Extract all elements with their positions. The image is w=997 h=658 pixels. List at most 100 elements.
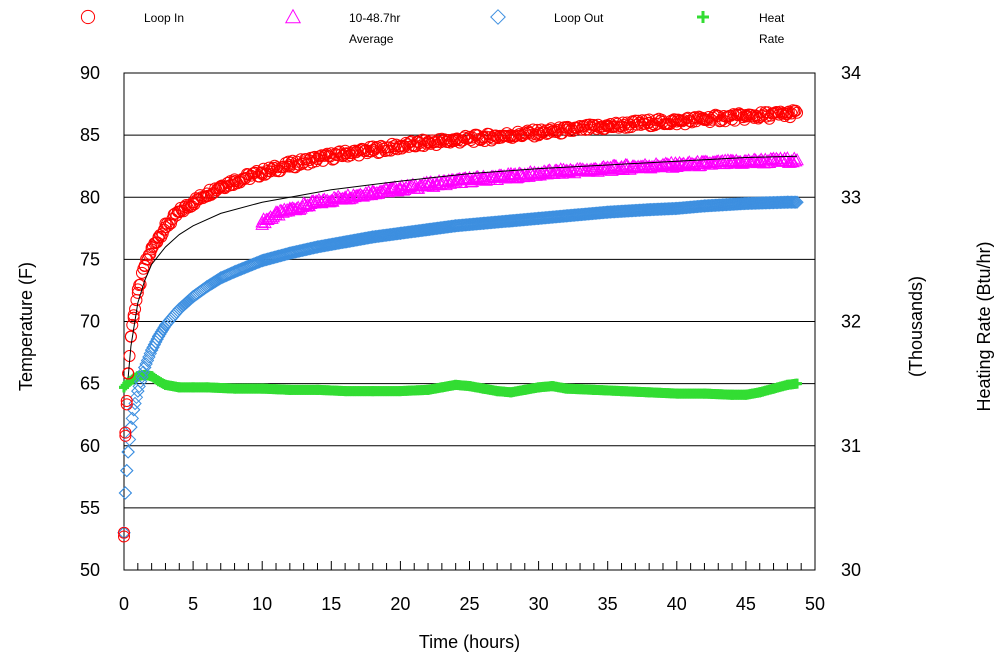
data-point	[346, 147, 359, 160]
data-point	[382, 182, 397, 196]
tick-labels: 50 55 60 65 70 75 80 85 90 30 31 32 33 34 0 5 10 15 20 25 30…	[80, 63, 861, 614]
data-point	[670, 118, 683, 131]
legend-marker	[697, 11, 709, 23]
data-point	[786, 195, 800, 209]
data-point	[120, 463, 134, 478]
data-point	[650, 158, 665, 171]
data-point	[782, 195, 796, 209]
data-point	[393, 140, 406, 153]
data-point	[457, 171, 471, 184]
data-point	[120, 395, 133, 408]
data-point	[129, 303, 142, 316]
data-point	[788, 195, 803, 209]
data-point	[125, 411, 139, 426]
data-point	[547, 124, 560, 137]
data-point	[325, 194, 340, 207]
data-point	[120, 463, 134, 478]
data-point	[365, 184, 380, 197]
y2-tick-label: 34	[841, 63, 861, 83]
y-tick-label: 60	[80, 436, 100, 456]
x-tick-label: 15	[321, 594, 341, 614]
legend-item: 10-48.7hr Average	[284, 8, 400, 46]
x-tick-label: 35	[598, 594, 618, 614]
data-point	[521, 124, 534, 137]
data-point	[122, 432, 137, 447]
legend-label-line2: Average	[349, 32, 394, 46]
data-point	[653, 159, 668, 173]
data-point	[162, 219, 175, 232]
data-point	[118, 486, 133, 500]
data-point	[129, 390, 144, 404]
legend-label-line2: Rate	[759, 32, 785, 46]
data-point	[581, 164, 596, 177]
y2-tick-label: 30	[841, 560, 861, 580]
data-point	[543, 123, 556, 136]
x-tick-label: 10	[252, 594, 272, 614]
series-loop-out	[117, 195, 804, 540]
data-point	[472, 171, 487, 185]
data-point	[790, 378, 801, 389]
data-point	[342, 191, 357, 205]
data-point	[260, 212, 275, 226]
data-point	[702, 110, 715, 123]
data-point	[118, 530, 130, 543]
data-point	[553, 121, 566, 134]
y2-tick-label: 32	[841, 312, 861, 332]
data-point	[403, 179, 417, 193]
y-tick-label: 80	[80, 187, 100, 207]
data-point	[660, 157, 674, 170]
data-point	[249, 256, 264, 270]
data-point	[127, 311, 140, 324]
data-point	[126, 403, 141, 417]
x-axis-title: Time (hours)	[419, 632, 520, 652]
data-point	[679, 118, 692, 131]
data-point	[789, 104, 802, 117]
data-point	[430, 177, 445, 191]
data-point	[251, 255, 265, 270]
legend-marker	[80, 9, 96, 25]
x-tick-label: 20	[390, 594, 410, 614]
legend-marker	[284, 8, 302, 24]
y2-axis-title-units: (Thousands)	[906, 276, 926, 377]
x-tick-label: 45	[736, 594, 756, 614]
legend-marker	[490, 9, 506, 25]
data-point	[131, 286, 144, 299]
data-point	[122, 367, 135, 380]
data-point	[285, 201, 300, 214]
y-axis-title: Temperature (F)	[16, 262, 36, 391]
trendline-layer	[127, 155, 798, 378]
y2-tick-label: 33	[841, 187, 861, 207]
data-point	[401, 138, 414, 151]
data-point	[142, 248, 155, 261]
data-point	[762, 155, 777, 168]
y-tick-label: 65	[80, 374, 100, 394]
data-point	[118, 486, 133, 500]
legend-item: Heat Rate	[697, 11, 785, 46]
series-loop-in	[118, 104, 804, 543]
x-tick-label: 25	[459, 594, 479, 614]
data-point	[546, 125, 559, 138]
series-10-48-7hr-average	[255, 151, 804, 230]
x-tick-label: 30	[529, 594, 549, 614]
data-point	[296, 196, 311, 209]
legend-label: Loop Out	[554, 11, 604, 25]
legend-label: Heat	[759, 11, 785, 25]
data-point	[698, 154, 713, 167]
data-point	[783, 155, 797, 168]
legend-label: Loop In	[144, 11, 184, 25]
data-point	[353, 187, 368, 200]
data-point	[783, 195, 797, 209]
data-point	[138, 260, 151, 273]
data-marks	[117, 104, 804, 543]
data-point	[324, 193, 339, 207]
x-tick-label: 40	[667, 594, 687, 614]
x-tick-label: 50	[805, 594, 825, 614]
trendline	[127, 155, 798, 378]
data-point	[203, 183, 216, 196]
data-point	[524, 126, 537, 139]
legend-label: 10-48.7hr	[349, 11, 400, 25]
y2-axis-title: Heating Rate (Btu/hr)	[974, 241, 994, 411]
x-tick-label: 5	[188, 594, 198, 614]
data-point	[440, 174, 455, 188]
